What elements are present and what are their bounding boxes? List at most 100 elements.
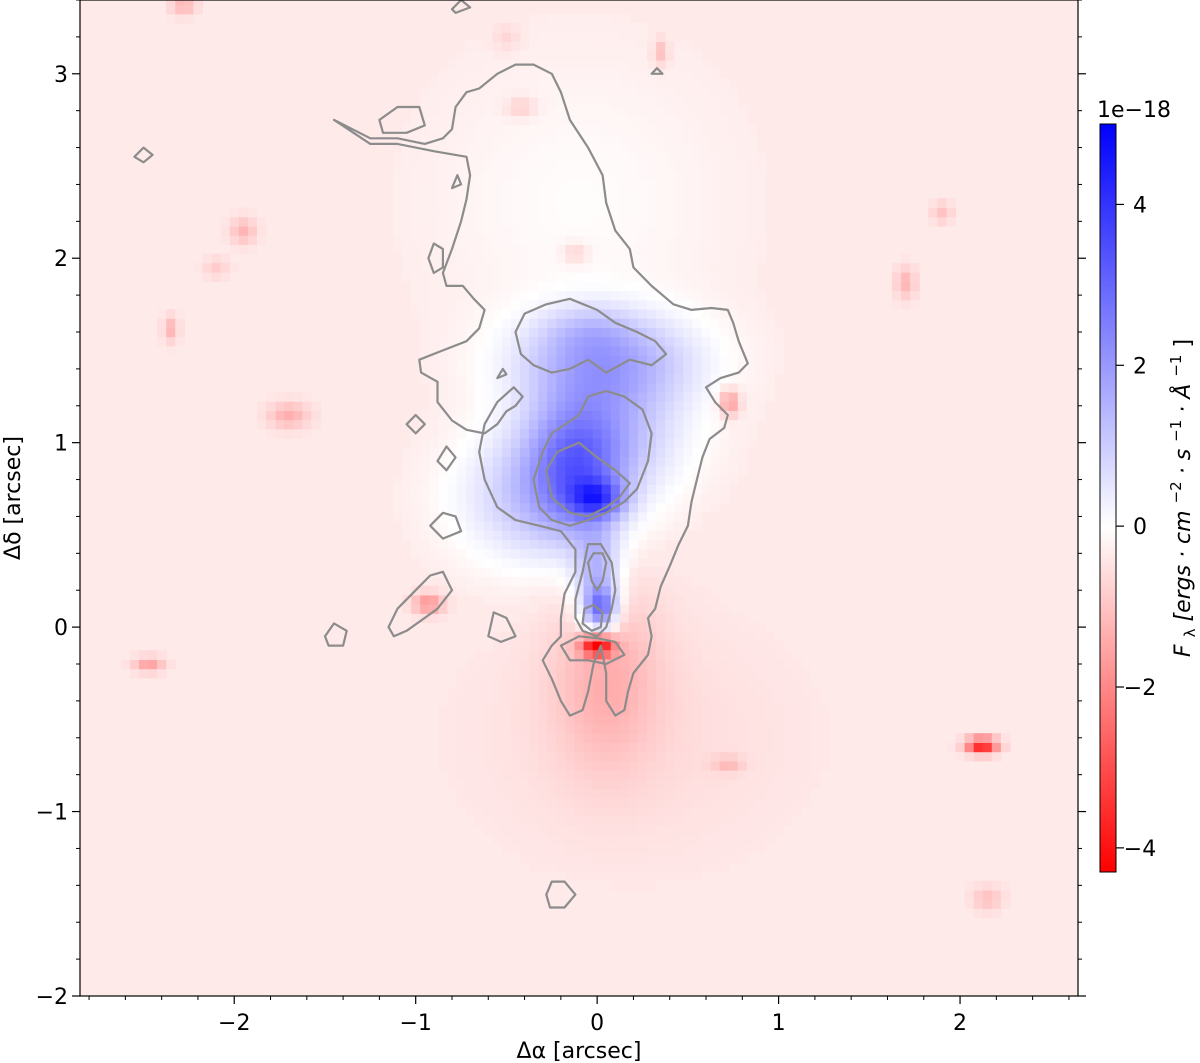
- heatmap-cell: [619, 336, 630, 347]
- heatmap-cell: [683, 225, 694, 236]
- heatmap-cell: [483, 152, 494, 162]
- heatmap-cell: [465, 355, 476, 365]
- heatmap-cell: [556, 742, 566, 753]
- heatmap-cell: [529, 705, 539, 716]
- heatmap-cell: [565, 272, 576, 282]
- heatmap-cell: [510, 308, 521, 319]
- heatmap-cell: [483, 696, 494, 707]
- heatmap-cell: [637, 779, 648, 790]
- heatmap-cell: [719, 115, 730, 126]
- heatmap-cell: [520, 557, 530, 568]
- heatmap-cell: [628, 115, 639, 126]
- heatmap-cell: [465, 557, 476, 568]
- heatmap-cell: [556, 133, 566, 144]
- heatmap-cell: [529, 216, 539, 227]
- heatmap-cell: [483, 364, 494, 375]
- heatmap-cell: [647, 124, 657, 135]
- heatmap-cell: [792, 677, 802, 688]
- heatmap-cell: [610, 13, 621, 24]
- heatmap-cell: [447, 539, 458, 550]
- heatmap-cell: [447, 770, 458, 780]
- heatmap-cell: [674, 576, 684, 587]
- heatmap-cell: [764, 779, 775, 790]
- heatmap-cell: [683, 355, 694, 365]
- heatmap-cell: [601, 207, 612, 218]
- heatmap-cell: [420, 355, 430, 365]
- heatmap-cell: [438, 161, 449, 172]
- heatmap-cell: [529, 668, 539, 679]
- heatmap-cell: [510, 557, 521, 568]
- heatmap-cell: [755, 299, 766, 310]
- heatmap-cell: [801, 751, 811, 762]
- heatmap-cell: [728, 87, 739, 98]
- heatmap-cell: [565, 474, 576, 485]
- heatmap-cell: [737, 650, 748, 660]
- heatmap-cell: [719, 198, 730, 209]
- heatmap-cell: [592, 696, 603, 707]
- heatmap-cell: [456, 521, 467, 531]
- heatmap-cell: [456, 742, 467, 753]
- heatmap-cell: [492, 677, 503, 688]
- heatmap-cell: [683, 290, 694, 301]
- heatmap-cell: [637, 788, 648, 799]
- heatmap-cell: [801, 723, 811, 734]
- heatmap-cell: [710, 834, 721, 845]
- heatmap-cell: [637, 521, 648, 531]
- heatmap-cell: [492, 557, 503, 568]
- heatmap-cell: [783, 687, 793, 697]
- heatmap-cell: [792, 687, 802, 697]
- heatmap-cell: [565, 345, 576, 356]
- heatmap-cell: [220, 216, 231, 227]
- heatmap-cell: [483, 428, 494, 439]
- heatmap-cell: [601, 760, 612, 771]
- heatmap-cell: [683, 78, 694, 89]
- heatmap-cell: [628, 364, 639, 375]
- heatmap-cell: [746, 723, 757, 734]
- heatmap-cell: [393, 502, 403, 513]
- heatmap-cell: [293, 428, 303, 439]
- heatmap-cell: [674, 290, 684, 301]
- heatmap-cell: [701, 843, 712, 854]
- heatmap-cell: [637, 530, 648, 541]
- heatmap-cell: [601, 779, 612, 790]
- heatmap-cell: [565, 659, 576, 670]
- heatmap-cell: [592, 871, 603, 882]
- heatmap-cell: [510, 23, 521, 33]
- heatmap-cell: [656, 364, 666, 375]
- heatmap-cell: [810, 751, 821, 762]
- heatmap-cell: [411, 133, 421, 144]
- heatmap-cell: [529, 262, 539, 273]
- heatmap-cell: [619, 557, 630, 568]
- heatmap-cell: [447, 723, 458, 734]
- heatmap-cell: [574, 456, 585, 467]
- heatmap-cell: [583, 244, 594, 255]
- heatmap-cell: [529, 696, 539, 707]
- heatmap-cell: [601, 567, 612, 577]
- heatmap-cell: [719, 696, 730, 707]
- heatmap-cell: [619, 142, 630, 153]
- heatmap-cell: [746, 161, 757, 172]
- heatmap-cell: [601, 59, 612, 70]
- heatmap-cell: [510, 225, 521, 236]
- heatmap-cell: [583, 797, 594, 808]
- heatmap-cell: [429, 521, 439, 531]
- heatmap-cell: [556, 216, 566, 227]
- heatmap-cell: [483, 687, 494, 697]
- heatmap-cell: [411, 189, 421, 199]
- heatmap-cell: [692, 355, 703, 365]
- heatmap-cell: [619, 788, 630, 799]
- heatmap-cell: [683, 788, 694, 799]
- heatmap-cell: [565, 69, 576, 79]
- heatmap-cell: [982, 908, 993, 919]
- heatmap-cell: [628, 327, 639, 338]
- heatmap-cell: [692, 262, 703, 273]
- heatmap-cell: [447, 438, 458, 448]
- heatmap-cell: [719, 373, 730, 384]
- heatmap-cell: [547, 862, 557, 873]
- heatmap-cell: [474, 235, 485, 245]
- heatmap-cell: [628, 456, 639, 467]
- heatmap-cell: [175, 308, 185, 319]
- heatmap-cell: [520, 770, 530, 780]
- heatmap-cell: [474, 567, 485, 577]
- contour-line: [450, 174, 463, 190]
